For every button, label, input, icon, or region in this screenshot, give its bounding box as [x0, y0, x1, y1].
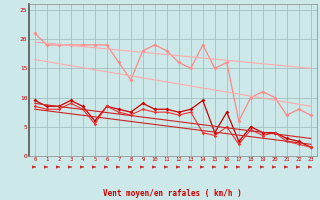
Text: Vent moyen/en rafales ( km/h ): Vent moyen/en rafales ( km/h ) — [103, 189, 242, 198]
